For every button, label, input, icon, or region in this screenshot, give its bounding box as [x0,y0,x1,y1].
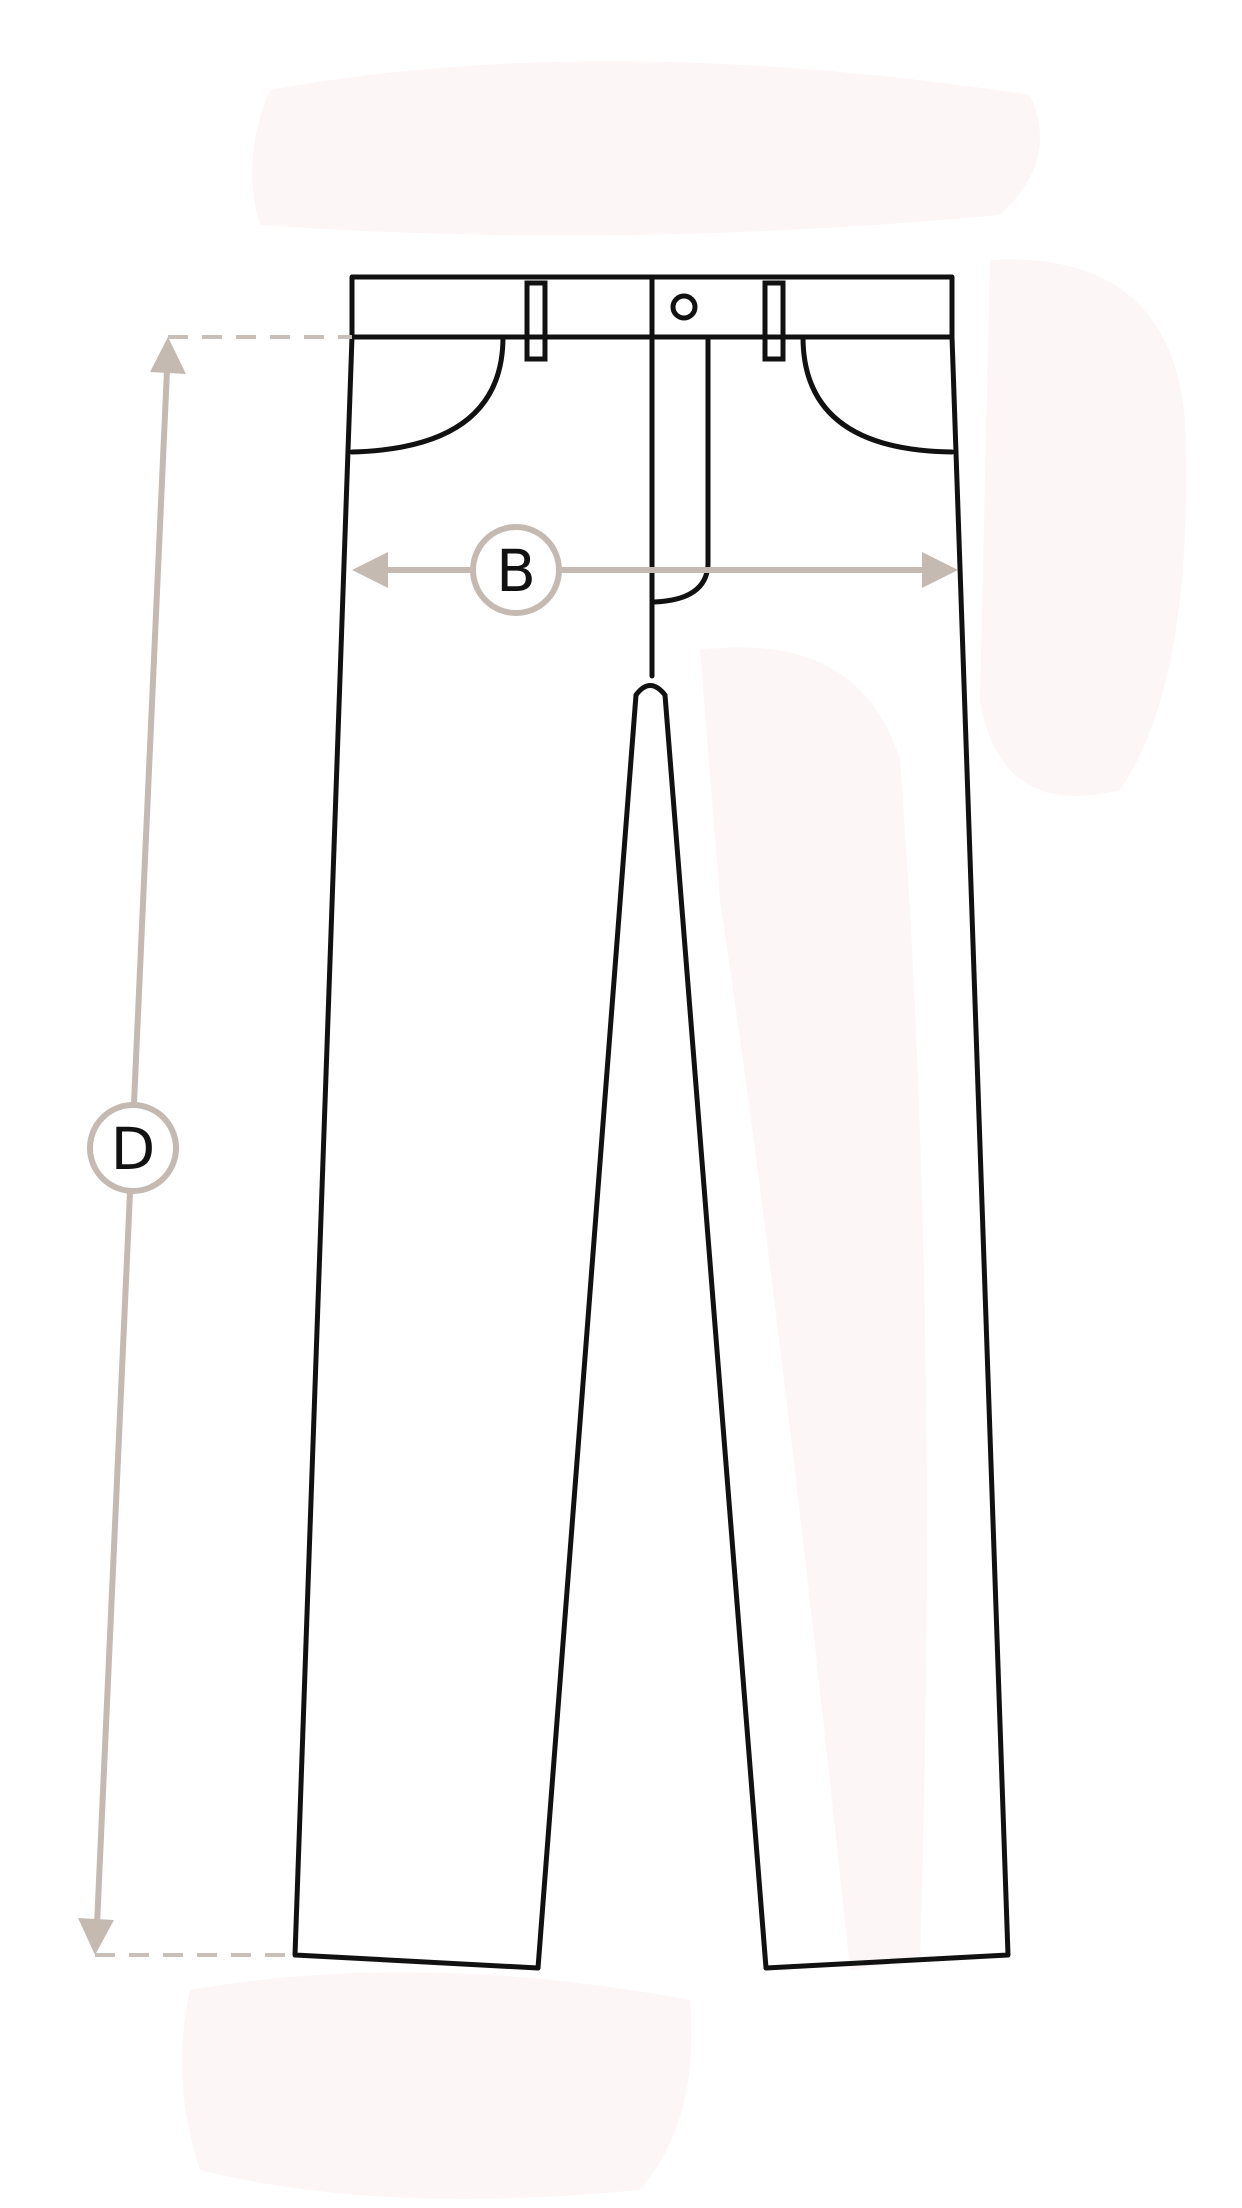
smudge-bottom [182,1972,692,2199]
label-circle-d [87,1102,179,1194]
measurement-b: B [352,524,958,616]
smudge-right [980,259,1187,796]
label-circle-b [470,524,562,616]
belt-loop [762,280,786,362]
guide-lines [95,335,352,1957]
belt-loop [524,280,548,362]
background-smudges [182,61,1187,2199]
label-d: D [111,1115,156,1183]
smudge-top [252,61,1040,236]
outline-legs [292,334,1011,1971]
smudge-right-leg [700,647,927,1971]
label-b: B [496,537,536,605]
arrow-head-bottom [78,1918,114,1955]
arrow-head-right [922,552,958,588]
right-pocket [800,334,955,455]
button-icon [670,293,698,321]
left-pocket [349,334,506,455]
fly-stitch [651,334,711,605]
belt-loops [524,280,786,362]
pants-outline [292,274,1011,1971]
measurement-d: D [78,337,186,1955]
arrow-head-left [352,552,388,588]
arrow-head-top [150,337,186,374]
